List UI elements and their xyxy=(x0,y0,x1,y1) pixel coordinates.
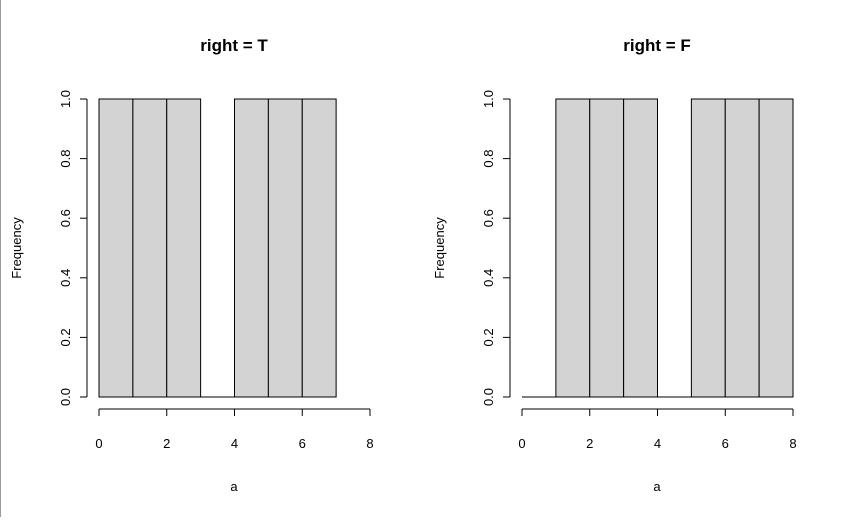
histogram-bar xyxy=(758,98,794,398)
x-tick-label: 0 xyxy=(95,436,102,451)
x-tick-label: 8 xyxy=(789,436,796,451)
x-axis-label: a xyxy=(653,479,661,494)
y-tick-label: 0.2 xyxy=(58,328,73,346)
histogram-bar xyxy=(301,98,337,398)
histogram-bar xyxy=(623,98,658,398)
histogram-bar xyxy=(690,98,726,398)
chart-title: right = T xyxy=(200,36,268,55)
panel-right-f: right = F a Frequency 0 2 4 6 8 0.0 0.2 0.4 0.6 0… xyxy=(432,36,797,494)
y-tick-label: 0.0 xyxy=(481,388,496,406)
histogram-bar xyxy=(267,98,303,398)
x-tick-label: 2 xyxy=(586,436,593,451)
y-tick-label: 1.0 xyxy=(58,90,73,108)
x-tick-label: 4 xyxy=(654,436,661,451)
y-axis-label: Frequency xyxy=(432,217,447,279)
y-tick-label: 0.6 xyxy=(481,209,496,227)
histogram-bar xyxy=(132,98,168,398)
y-tick-label: 0.8 xyxy=(481,150,496,168)
x-tick-label: 4 xyxy=(231,436,238,451)
y-tick-label: 0.4 xyxy=(58,269,73,287)
histogram-bar xyxy=(589,98,625,398)
x-tick-label: 0 xyxy=(518,436,525,451)
histogram-bar xyxy=(234,98,269,398)
panel-right-t: right = T a Frequency 0 2 4 6 8 0.0 0.2 0.4 0.6 0… xyxy=(9,36,374,494)
y-tick-label: 0.0 xyxy=(58,388,73,406)
histogram-bar xyxy=(555,98,591,398)
y-tick-label: 0.2 xyxy=(481,328,496,346)
histogram-bar xyxy=(98,98,134,398)
x-tick-label: 6 xyxy=(722,436,729,451)
histogram-bar xyxy=(724,98,760,398)
y-tick-label: 0.6 xyxy=(58,209,73,227)
y-axis-label: Frequency xyxy=(9,217,24,279)
histogram-bar xyxy=(166,98,202,398)
x-tick-label: 8 xyxy=(366,436,373,451)
x-tick-label: 6 xyxy=(299,436,306,451)
y-tick-label: 0.8 xyxy=(58,150,73,168)
y-tick-label: 0.4 xyxy=(481,269,496,287)
x-tick-label: 2 xyxy=(163,436,170,451)
x-axis-label: a xyxy=(230,479,238,494)
y-tick-label: 1.0 xyxy=(481,90,496,108)
chart-title: right = F xyxy=(623,36,691,55)
